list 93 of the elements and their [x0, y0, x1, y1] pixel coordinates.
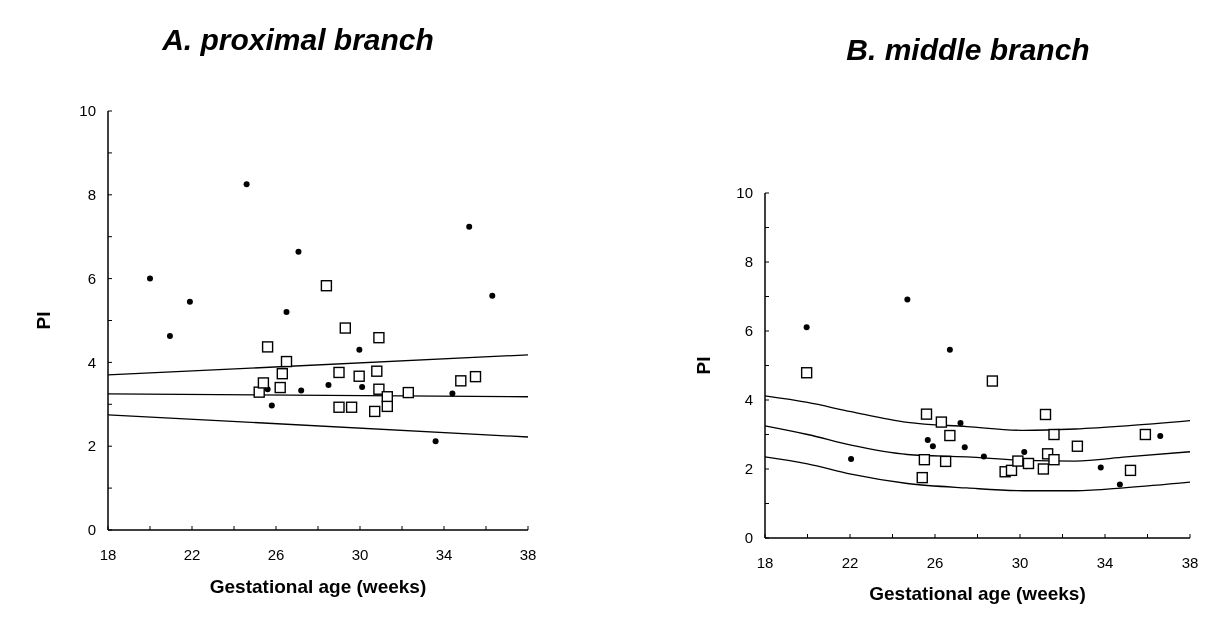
- point: [339, 322, 351, 334]
- point: [371, 365, 383, 377]
- point: [356, 346, 363, 353]
- point: [957, 420, 964, 427]
- x-tick-label: 18: [99, 546, 117, 563]
- point: [345, 401, 358, 413]
- point: [402, 386, 414, 399]
- point: [1039, 408, 1052, 421]
- point: [916, 471, 928, 484]
- point: [944, 429, 956, 442]
- point: [469, 370, 482, 383]
- point: [980, 453, 987, 460]
- x-tick-label: 30: [351, 546, 369, 563]
- point: [803, 324, 810, 331]
- point: [257, 377, 270, 389]
- point: [320, 280, 333, 292]
- point: [325, 382, 332, 389]
- point: [1139, 428, 1152, 441]
- y-axis-title: PI: [693, 356, 714, 375]
- point: [1021, 449, 1028, 456]
- point: [268, 402, 275, 409]
- point: [333, 366, 345, 379]
- point: [848, 456, 855, 462]
- x-tick-label: 30: [1011, 554, 1029, 571]
- point: [283, 309, 290, 316]
- point: [280, 355, 293, 368]
- point: [243, 181, 250, 188]
- point: [1116, 481, 1123, 488]
- point: [929, 443, 936, 450]
- x-tick-label: 38: [1181, 554, 1199, 571]
- x-axis-title: Gestational age (weeks): [209, 576, 427, 597]
- x-tick-label: 34: [435, 546, 453, 563]
- point: [359, 384, 366, 391]
- point: [1012, 455, 1024, 467]
- point: [1157, 432, 1164, 439]
- point: [1124, 464, 1137, 477]
- y-tick-label: 8: [744, 253, 753, 271]
- point: [261, 341, 274, 353]
- x-tick-label: 22: [183, 546, 201, 563]
- point: [920, 408, 933, 420]
- point: [800, 367, 813, 379]
- y-tick-label: 6: [744, 322, 753, 340]
- x-tick-label: 18: [756, 554, 774, 571]
- point: [455, 375, 467, 387]
- point: [166, 333, 173, 339]
- point: [276, 368, 288, 380]
- x-tick-label: 34: [1096, 554, 1114, 571]
- y-tick-label: 8: [87, 186, 96, 204]
- x-tick-label: 26: [267, 546, 285, 563]
- y-tick-label: 2: [744, 460, 753, 478]
- point: [935, 416, 948, 428]
- point: [353, 370, 365, 382]
- point: [1037, 463, 1050, 475]
- y-tick-label: 4: [87, 353, 96, 371]
- point: [298, 387, 305, 394]
- x-axis-title: Gestational age (weeks): [869, 583, 1086, 604]
- chart-title: A. proximal branch: [161, 23, 434, 56]
- point: [924, 437, 931, 444]
- point: [449, 390, 456, 397]
- y-tick-label: 0: [87, 521, 96, 539]
- point: [186, 298, 193, 305]
- point: [432, 438, 439, 445]
- point: [466, 223, 473, 230]
- point: [369, 405, 381, 418]
- point: [1071, 440, 1084, 452]
- y-tick-label: 10: [736, 184, 753, 202]
- y-tick-label: 2: [87, 437, 96, 455]
- y-axis-title: PI: [33, 311, 54, 330]
- x-tick-label: 22: [841, 554, 859, 571]
- point: [946, 346, 953, 353]
- point: [1022, 457, 1035, 470]
- point: [333, 401, 345, 413]
- point: [489, 292, 496, 299]
- point: [373, 331, 385, 344]
- y-tick-label: 10: [79, 102, 96, 120]
- point: [1097, 464, 1104, 471]
- point: [381, 400, 393, 413]
- y-tick-label: 4: [744, 391, 753, 409]
- point: [147, 275, 153, 282]
- y-tick-label: 6: [87, 269, 96, 287]
- point: [1048, 453, 1060, 466]
- x-tick-label: 26: [926, 554, 944, 571]
- point: [295, 248, 302, 255]
- point: [961, 444, 968, 451]
- point: [986, 375, 999, 387]
- point: [274, 381, 286, 394]
- point: [1048, 428, 1060, 441]
- point: [904, 296, 911, 303]
- chart-title: B. middle branch: [846, 33, 1090, 66]
- y-tick-label: 0: [744, 529, 753, 547]
- x-tick-label: 38: [519, 546, 537, 563]
- point: [939, 455, 952, 468]
- point: [918, 453, 931, 466]
